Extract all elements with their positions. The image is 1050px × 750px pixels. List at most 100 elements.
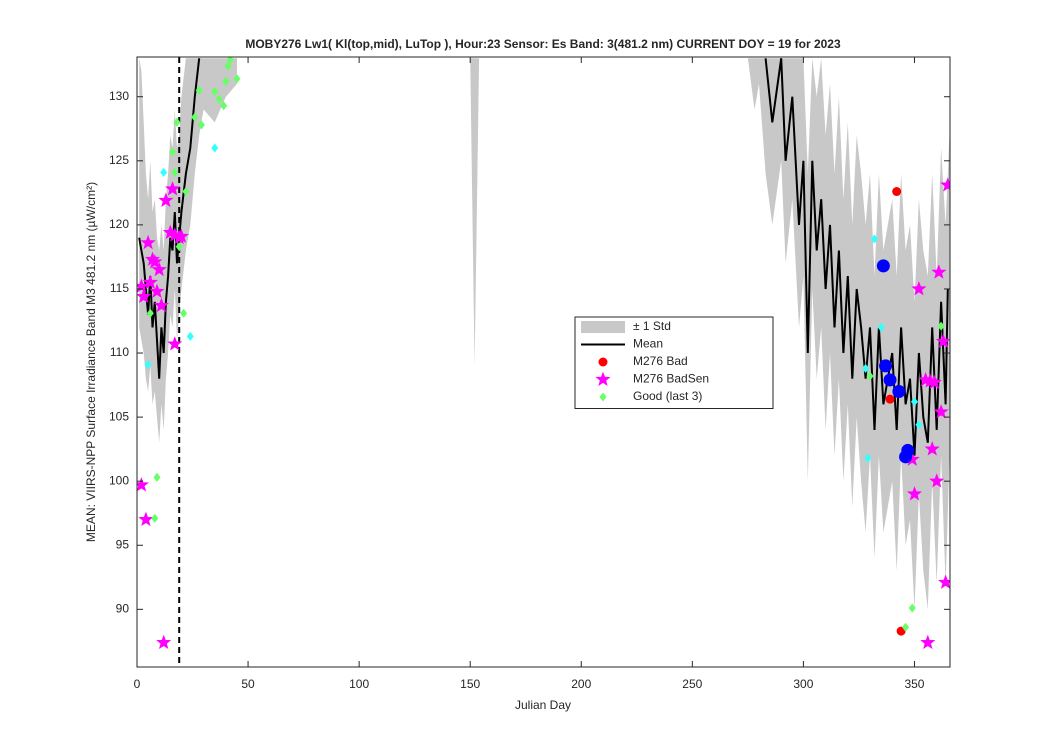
marker-star bbox=[137, 288, 152, 304]
legend-label: M276 BadSen bbox=[633, 372, 709, 386]
x-tick-label: 150 bbox=[460, 677, 480, 691]
marker-circle bbox=[598, 357, 608, 367]
marker-star bbox=[931, 264, 947, 279]
marker-star bbox=[595, 371, 611, 386]
marker-diamond bbox=[910, 397, 918, 407]
marker-circle bbox=[892, 384, 906, 398]
marker-diamond bbox=[864, 453, 872, 463]
marker-diamond bbox=[233, 74, 241, 84]
x-tick-label: 250 bbox=[682, 677, 702, 691]
legend-swatch bbox=[581, 321, 625, 333]
marker-star bbox=[156, 634, 172, 650]
legend-label: ± 1 Std bbox=[633, 319, 671, 333]
marker-diamond bbox=[169, 147, 177, 157]
marker-diamond bbox=[180, 308, 188, 318]
marker-circle bbox=[879, 359, 893, 373]
marker-star bbox=[142, 274, 158, 289]
y-tick-label: 90 bbox=[116, 602, 130, 616]
legend-label: Good (last 3) bbox=[633, 389, 702, 403]
marker-diamond bbox=[877, 322, 885, 332]
x-tick-label: 50 bbox=[241, 677, 255, 691]
marker-diamond bbox=[215, 94, 223, 104]
marker-star bbox=[149, 283, 165, 298]
legend-label: Mean bbox=[633, 337, 663, 351]
marker-star bbox=[920, 634, 936, 650]
marker-star bbox=[158, 192, 174, 207]
marker-circle bbox=[885, 394, 895, 404]
marker-diamond bbox=[226, 57, 234, 65]
marker-diamond bbox=[195, 85, 203, 95]
marker-diamond bbox=[220, 101, 228, 111]
marker-star bbox=[940, 177, 950, 192]
marker-star bbox=[167, 336, 183, 351]
marker-star bbox=[911, 281, 927, 296]
marker-diamond bbox=[175, 242, 183, 252]
chart-title: MOBY276 Lw1( Kl(top,mid), LuTop ), Hour:… bbox=[245, 37, 841, 51]
marker-diamond bbox=[211, 143, 219, 153]
marker-star bbox=[165, 181, 181, 196]
marker-diamond bbox=[222, 76, 230, 86]
marker-star bbox=[924, 441, 940, 456]
marker-star bbox=[929, 473, 945, 488]
marker-diamond bbox=[908, 603, 916, 613]
marker-diamond bbox=[173, 117, 181, 127]
y-tick-label: 125 bbox=[109, 153, 129, 167]
mean-line bbox=[138, 58, 949, 456]
marker-diamond bbox=[146, 308, 154, 318]
y-axis-label: MEAN: VIIRS-NPP Surface Irradiance Band … bbox=[84, 182, 98, 542]
marker-star bbox=[147, 254, 163, 269]
marker-diamond bbox=[224, 61, 232, 71]
y-tick-label: 115 bbox=[110, 281, 129, 295]
x-tick-label: 200 bbox=[571, 677, 591, 691]
x-tick-label: 350 bbox=[904, 677, 924, 691]
legend-label: M276 Bad bbox=[633, 354, 688, 368]
x-tick-label: 0 bbox=[134, 677, 141, 691]
marker-diamond bbox=[937, 321, 945, 331]
marker-circle bbox=[883, 373, 897, 387]
marker-diamond bbox=[211, 87, 219, 97]
marker-star bbox=[906, 486, 922, 501]
marker-diamond bbox=[902, 622, 910, 632]
y-tick-label: 100 bbox=[109, 473, 129, 487]
marker-star bbox=[938, 574, 950, 589]
marker-star bbox=[138, 511, 154, 527]
legend: ± 1 Std Mean M276 Bad M276 BadSen Good (last… bbox=[574, 316, 774, 409]
marker-diamond bbox=[186, 331, 194, 341]
x-tick-label: 100 bbox=[349, 677, 369, 691]
marker-star bbox=[926, 374, 942, 389]
marker-diamond bbox=[599, 392, 607, 402]
marker-diamond bbox=[153, 472, 161, 482]
marker-diamond bbox=[151, 513, 159, 523]
marker-star bbox=[137, 477, 149, 492]
y-tick-label: 130 bbox=[109, 89, 129, 103]
marker-circle bbox=[901, 443, 915, 457]
marker-star bbox=[153, 297, 169, 313]
marker-star bbox=[151, 261, 167, 277]
marker-diamond bbox=[862, 363, 870, 373]
marker-circle bbox=[876, 259, 890, 273]
marker-diamond bbox=[144, 360, 152, 370]
y-tick-label: 120 bbox=[109, 217, 129, 231]
x-tick-label: 300 bbox=[793, 677, 813, 691]
marker-star bbox=[173, 228, 189, 243]
marker-diamond bbox=[915, 420, 923, 430]
marker-diamond bbox=[182, 187, 190, 197]
plot-layer bbox=[137, 57, 950, 667]
marker-circle bbox=[892, 187, 902, 197]
y-tick-label: 105 bbox=[109, 409, 129, 423]
marker-diamond bbox=[191, 112, 199, 122]
marker-diamond bbox=[870, 234, 878, 244]
x-axis-label: Julian Day bbox=[515, 698, 571, 712]
marker-star bbox=[933, 404, 949, 419]
marker-star bbox=[140, 234, 156, 250]
marker-diamond bbox=[197, 120, 205, 130]
y-tick-label: 95 bbox=[116, 537, 130, 551]
marker-diamond bbox=[171, 167, 179, 177]
marker-diamond bbox=[866, 371, 874, 381]
y-tick-label: 110 bbox=[110, 345, 129, 359]
axes-layer: 0 50 100 150 200 250 300 350 90 95 100 105 110 115 120… bbox=[109, 57, 950, 691]
axes-box bbox=[136, 56, 951, 668]
marker-star bbox=[935, 333, 950, 348]
marker-diamond bbox=[160, 167, 168, 177]
